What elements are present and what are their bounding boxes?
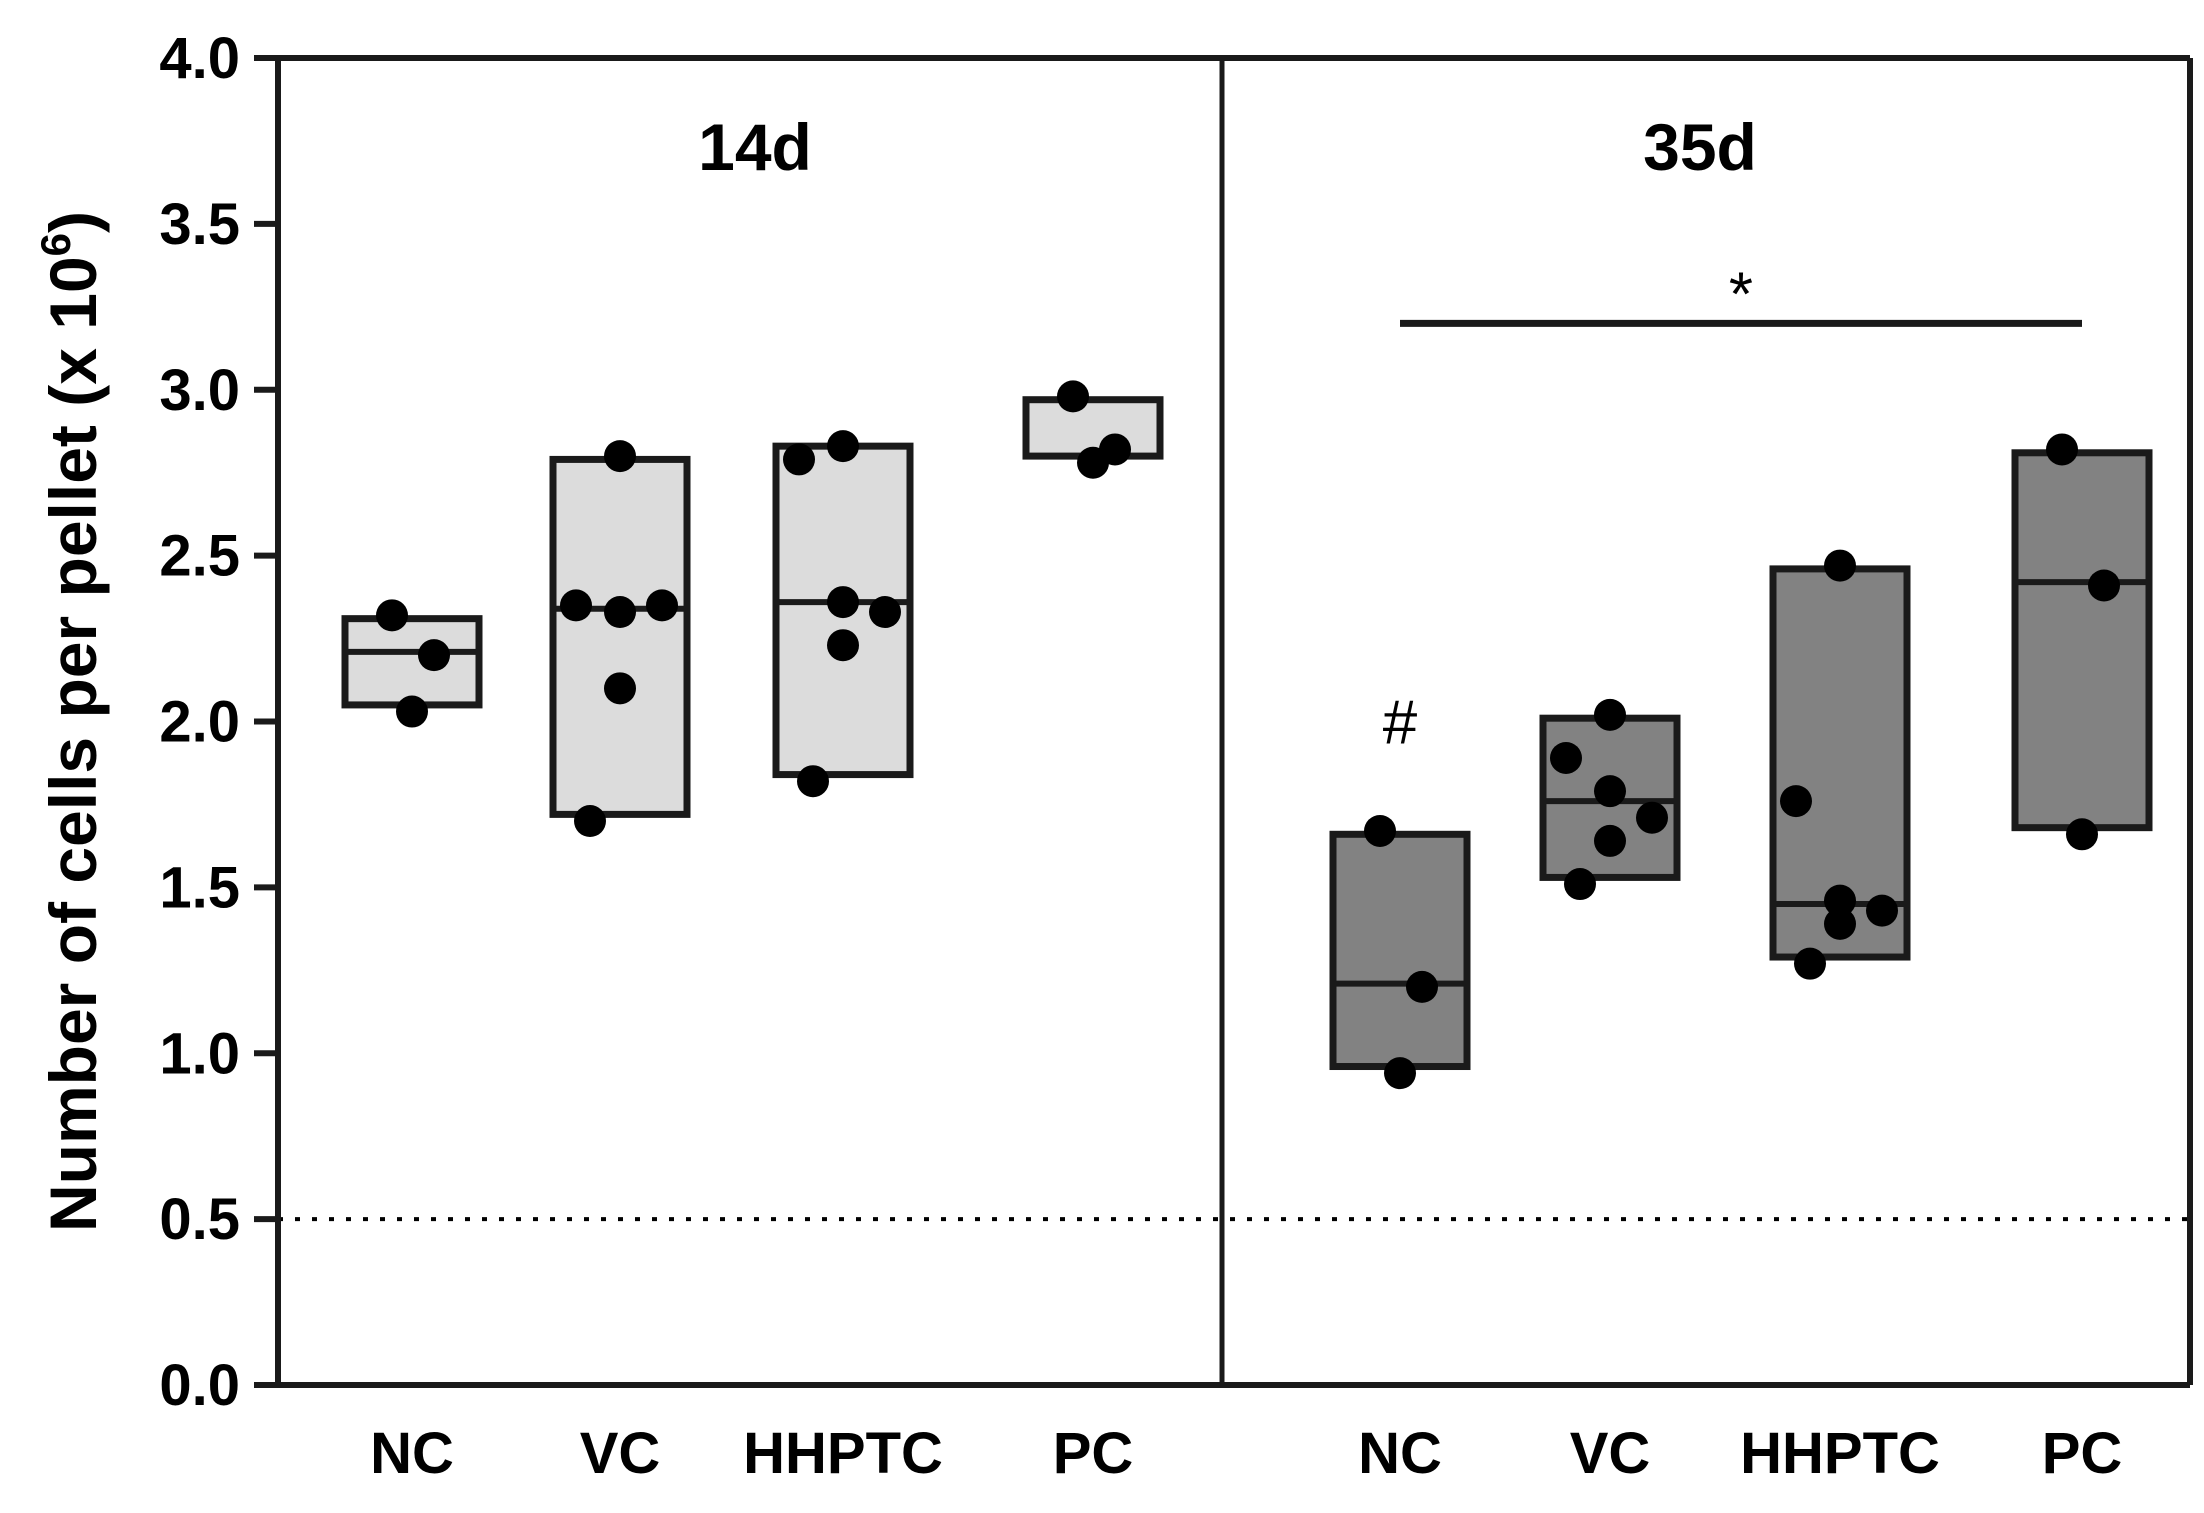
data-point	[1866, 894, 1898, 927]
data-point	[1594, 775, 1626, 808]
box-35d-NC	[1329, 830, 1471, 1071]
x-tick-label-35d-VC: VC	[1570, 1421, 1651, 1486]
data-point	[560, 589, 592, 622]
data-point	[797, 765, 829, 798]
data-point	[2046, 433, 2078, 466]
significance-hash: #	[1383, 689, 1418, 758]
data-point	[1594, 824, 1626, 857]
data-point	[574, 805, 606, 838]
data-point	[2088, 569, 2120, 602]
y-tick-label: 3.5	[159, 192, 240, 257]
y-tick-label: 2.0	[159, 690, 240, 755]
data-point	[604, 596, 636, 629]
data-point	[827, 430, 859, 463]
x-tick-label-35d-NC: NC	[1358, 1421, 1442, 1486]
data-point	[1406, 970, 1438, 1003]
data-point	[1636, 801, 1668, 834]
data-point	[1077, 446, 1109, 479]
data-point	[1550, 741, 1582, 774]
data-point	[2066, 818, 2098, 851]
data-point	[1594, 698, 1626, 731]
box-35d-PC	[2011, 449, 2153, 832]
data-point	[1364, 814, 1396, 847]
y-tick-label: 3.0	[159, 358, 240, 423]
data-point	[1824, 907, 1856, 940]
y-tick-label: 1.5	[159, 855, 240, 920]
x-tick-label-14d-NC: NC	[370, 1421, 454, 1486]
y-tick-label: 0.0	[159, 1353, 240, 1418]
data-point	[869, 596, 901, 629]
data-point	[1057, 380, 1089, 413]
data-point	[1384, 1057, 1416, 1090]
data-point	[604, 672, 636, 705]
data-point	[1780, 785, 1812, 818]
data-point	[827, 586, 859, 619]
x-tick-label-14d-VC: VC	[580, 1421, 661, 1486]
data-point	[1564, 868, 1596, 901]
data-point	[396, 695, 428, 728]
data-point	[376, 599, 408, 632]
panel-label-35d: 35d	[1643, 110, 1757, 184]
data-point	[604, 440, 636, 473]
box-14d-NC	[341, 615, 483, 709]
data-point	[418, 639, 450, 672]
y-tick-label: 2.5	[159, 524, 240, 589]
data-point	[783, 443, 815, 476]
data-point	[827, 629, 859, 662]
box-14d-VC	[549, 455, 691, 818]
data-point	[1794, 947, 1826, 980]
data-point	[646, 589, 678, 622]
significance-asterisk: *	[1729, 260, 1753, 329]
y-tick-label: 4.0	[159, 26, 240, 91]
panel-label-14d: 14d	[698, 110, 812, 184]
x-tick-label-35d-HHPTC: HHPTC	[1740, 1421, 1940, 1486]
x-tick-label-35d-PC: PC	[2042, 1421, 2123, 1486]
y-tick-label: 1.0	[159, 1021, 240, 1086]
x-tick-label-14d-HHPTC: HHPTC	[743, 1421, 943, 1486]
data-point	[1824, 549, 1856, 582]
x-tick-label-14d-PC: PC	[1053, 1421, 1134, 1486]
y-tick-label: 0.5	[159, 1187, 240, 1252]
data-point	[1824, 884, 1856, 917]
y-axis-title: Number of cells per pellet (x 106)	[32, 211, 110, 1232]
